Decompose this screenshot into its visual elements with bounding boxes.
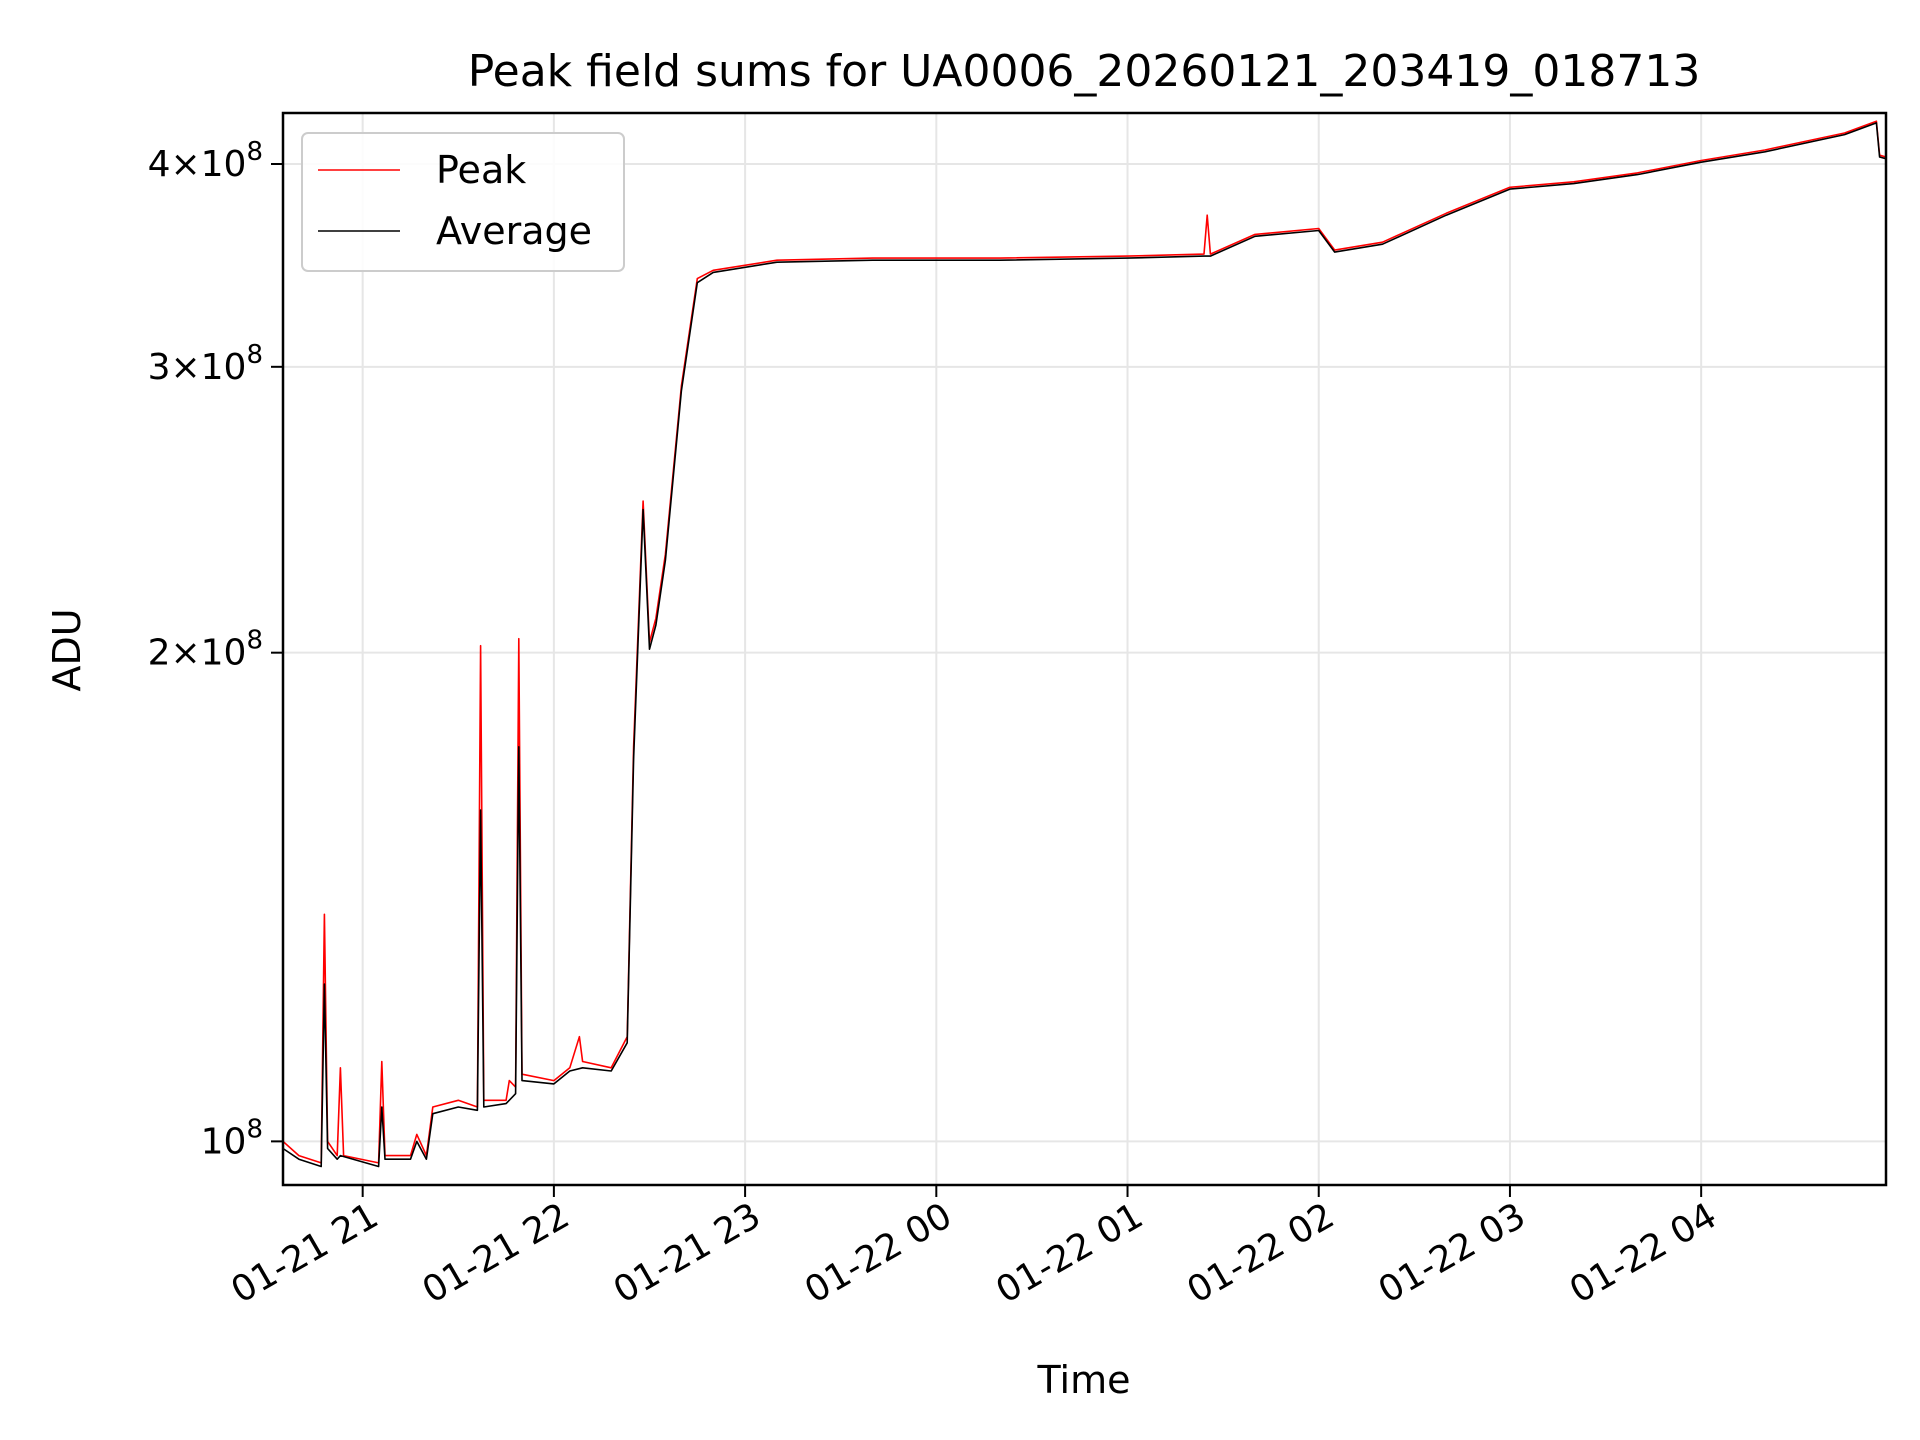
chart-title: Peak field sums for UA0006_20260121_2034… — [468, 46, 1701, 97]
series-line-average — [282, 122, 1887, 1168]
series-layer — [282, 120, 1887, 1168]
legend-label-peak: Peak — [436, 148, 526, 192]
y-tick-label: 2×108 — [148, 626, 263, 674]
y-axis-label: ADU — [45, 608, 89, 691]
legend-box — [301, 132, 625, 272]
x-axis-label: Time — [1037, 1358, 1131, 1402]
y-tick-label: 3×108 — [148, 340, 263, 388]
y-tick-label: 108 — [201, 1114, 263, 1162]
plot-frame — [281, 111, 1888, 1187]
legend: Peak Average — [301, 132, 625, 272]
y-axis: 108 2×108 3×108 4×108 — [148, 137, 283, 1162]
y-tick-label: 4×108 — [148, 137, 263, 185]
legend-label-average: Average — [436, 209, 592, 253]
